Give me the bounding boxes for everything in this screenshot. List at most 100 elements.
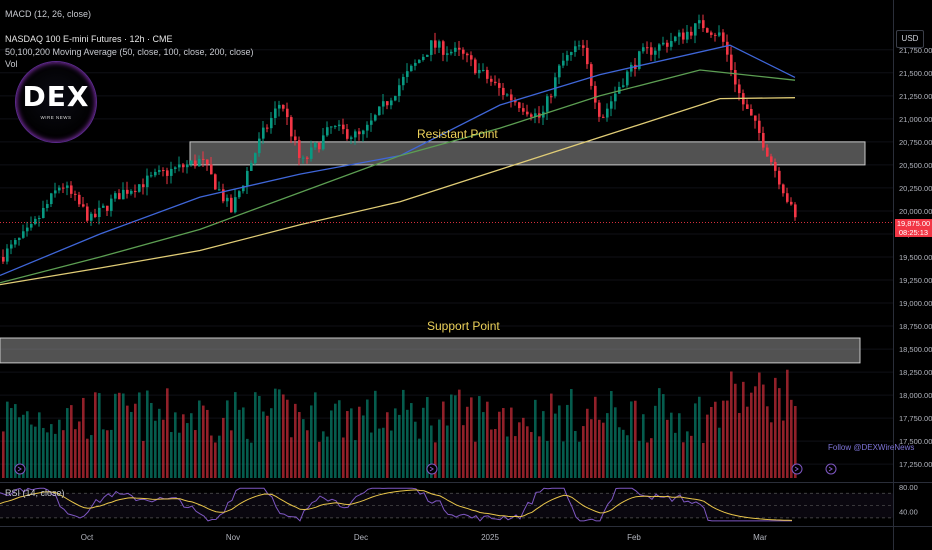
candle — [626, 71, 629, 86]
volume-bar — [106, 430, 109, 478]
volume-bar — [450, 394, 453, 478]
volume-bar — [658, 388, 661, 478]
candle — [786, 193, 789, 202]
volume-bar — [82, 397, 85, 478]
candle — [450, 51, 453, 54]
volume-bar — [278, 389, 281, 478]
volume-bar — [302, 419, 305, 478]
volume-bar — [150, 402, 153, 478]
volume-bar — [238, 409, 241, 478]
candle — [686, 31, 689, 40]
volume-bar — [338, 400, 341, 478]
candle — [306, 157, 309, 159]
time-label: Nov — [226, 533, 240, 542]
volume-bar — [470, 397, 473, 478]
volume-bar — [782, 420, 785, 478]
event-arrow-icon — [429, 466, 434, 472]
candle — [410, 65, 413, 72]
macd-indicator-label[interactable]: MACD (12, 26, close) — [5, 9, 92, 19]
volume-bar — [686, 431, 689, 478]
candle — [594, 85, 597, 103]
candle — [326, 127, 329, 136]
volume-bar — [454, 395, 457, 478]
candle — [226, 197, 229, 202]
volume-bar — [226, 400, 229, 478]
rsi-pane: 80.00 40.00 — [0, 483, 918, 522]
support-annotation: Support Point — [427, 319, 500, 333]
price-tick-label: 18,250.00 — [899, 368, 932, 377]
candle — [506, 94, 509, 96]
volume-bar — [346, 411, 349, 478]
rsi-indicator-label[interactable]: RSI (14, close) — [5, 488, 65, 498]
candle — [442, 41, 445, 55]
volume-bar — [18, 417, 21, 478]
candle — [210, 164, 213, 175]
price-tick-label: 20,000.00 — [899, 207, 932, 216]
volume-bar — [698, 396, 701, 478]
candle — [386, 101, 389, 106]
candle — [554, 77, 557, 97]
volume-bar — [650, 438, 653, 478]
candle — [754, 115, 757, 121]
candle — [574, 46, 577, 53]
candle — [246, 170, 249, 186]
volume-bar — [314, 392, 317, 478]
event-arrow-icon — [828, 466, 833, 472]
candle — [38, 218, 41, 220]
volume-bar — [126, 405, 129, 478]
volume-bar — [458, 389, 461, 478]
volume-bar — [114, 393, 117, 478]
volume-bar — [214, 442, 217, 478]
volume-bar — [118, 392, 121, 478]
volume-bar — [478, 396, 481, 478]
event-icon — [825, 463, 837, 475]
rsi-tick-label: 80.00 — [899, 483, 918, 492]
volume-bar — [534, 399, 537, 478]
price-tick-label: 21,000.00 — [899, 115, 932, 124]
volume-indicator-label[interactable]: Vol — [5, 59, 18, 69]
candle — [486, 69, 489, 79]
candle — [510, 94, 513, 101]
candle — [158, 170, 161, 172]
candle — [378, 106, 381, 116]
event-arrow-icon — [17, 466, 22, 472]
volume-bar — [678, 413, 681, 478]
candle — [586, 47, 589, 65]
volume-bar — [298, 412, 301, 478]
volume-bar — [266, 415, 269, 478]
volume-bar — [134, 403, 137, 478]
volume-bar — [446, 425, 449, 478]
volume-bar — [110, 429, 113, 478]
candle — [6, 248, 9, 262]
volume-bar — [306, 430, 309, 478]
volume-bar — [94, 392, 97, 478]
annotation-zones — [0, 141, 866, 364]
volume-bar — [46, 432, 49, 478]
volume-bar — [466, 406, 469, 478]
candle — [142, 184, 145, 188]
volume-bar — [166, 388, 169, 478]
volume-bar — [578, 441, 581, 478]
volume-bar — [614, 407, 617, 478]
volume-bar — [98, 393, 101, 478]
volume-bar — [674, 432, 677, 478]
volume-bar — [434, 442, 437, 478]
candle — [114, 193, 117, 199]
last-price-badge: 19,875.00 08:25:13 — [895, 219, 932, 237]
candle — [438, 41, 441, 48]
volume-bar — [494, 428, 497, 478]
candle — [118, 193, 121, 200]
candle — [534, 113, 537, 117]
volume-bar — [754, 386, 757, 478]
volume-bar — [250, 442, 253, 478]
candle — [86, 206, 89, 221]
candle — [738, 84, 741, 94]
currency-button[interactable]: USD — [896, 30, 924, 48]
volume-bar — [154, 420, 157, 478]
candle — [162, 170, 165, 172]
volume-bar — [710, 407, 713, 478]
candle — [762, 132, 765, 148]
ma-indicator-label[interactable]: 50,100,200 Moving Average (50, close, 10… — [5, 47, 254, 57]
volume-bar — [526, 426, 529, 478]
